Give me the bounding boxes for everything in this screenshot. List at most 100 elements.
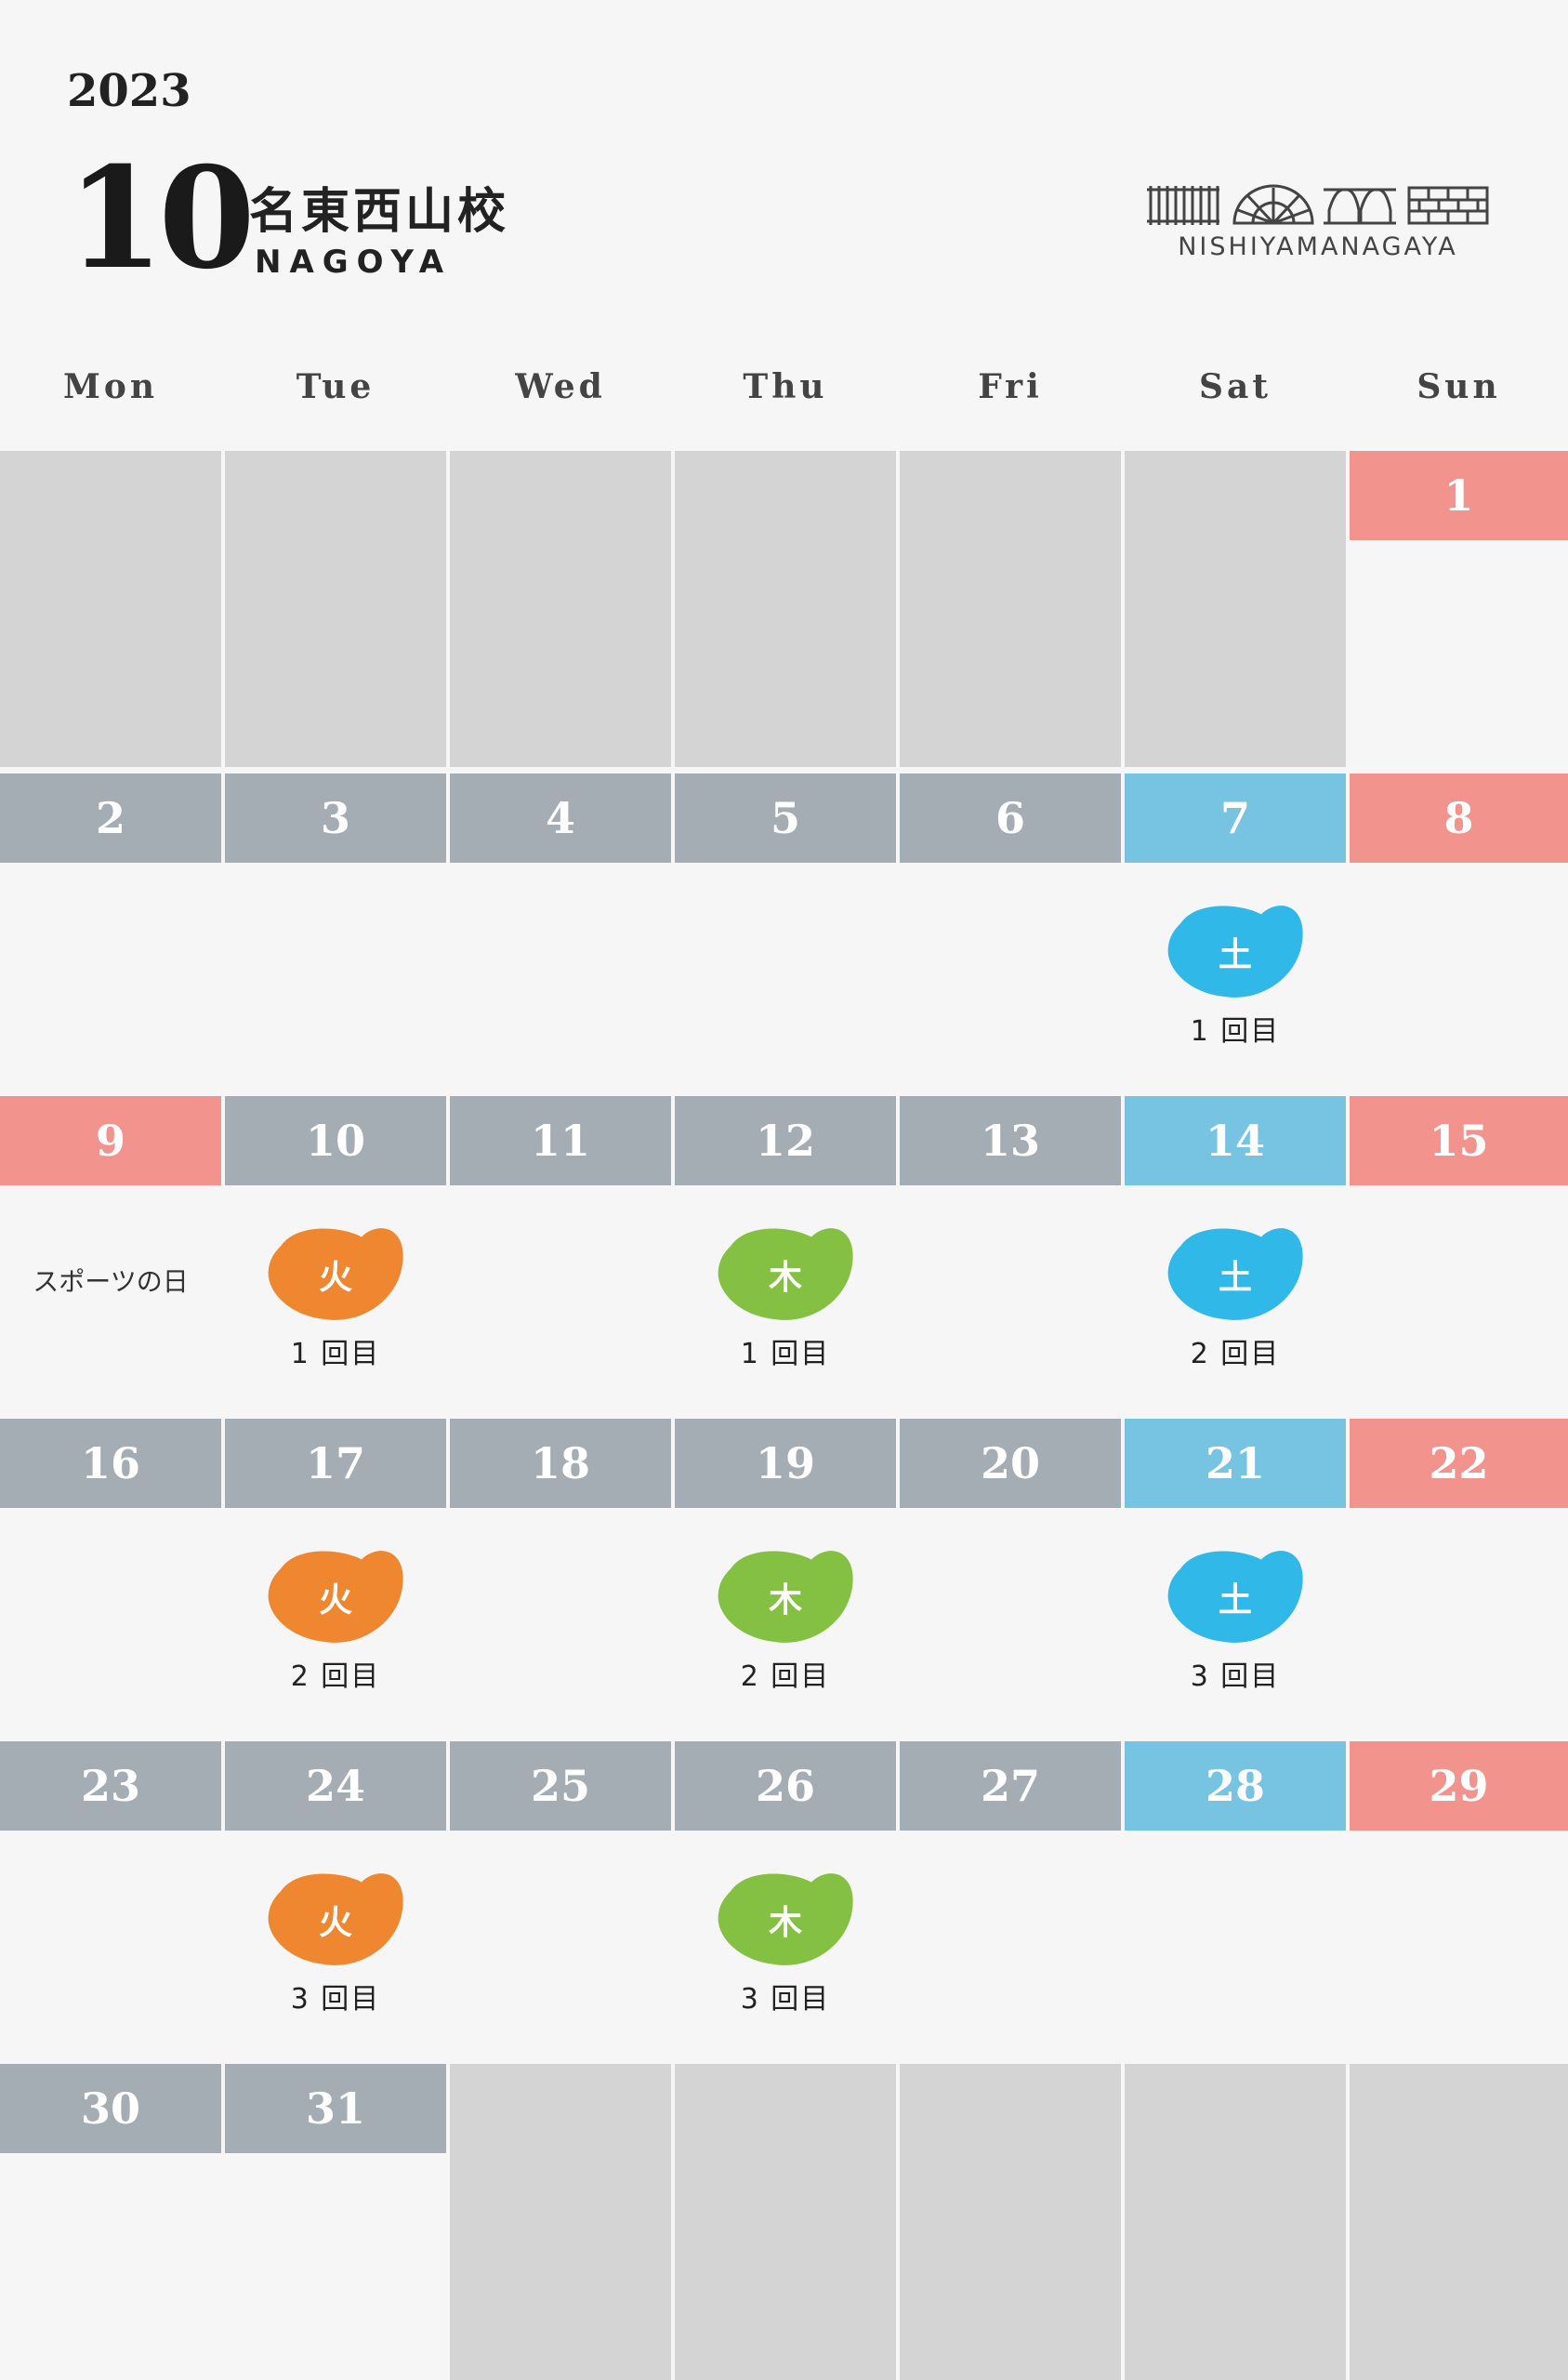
bean-shape-icon: [718, 1551, 853, 1643]
day-cell: 30: [0, 2064, 221, 2380]
class-badge: 土: [1161, 1540, 1310, 1651]
dow-sun: Sun: [1416, 367, 1501, 406]
day-number: 16: [0, 1419, 221, 1508]
day-cell: 23: [0, 1741, 221, 2057]
empty-day-cell: [1125, 451, 1346, 767]
session-count: 2 回目: [290, 1660, 381, 1693]
day-cell: 3: [225, 774, 446, 1090]
dow-sat: Sat: [1199, 367, 1272, 406]
empty-day-cell: [900, 451, 1121, 767]
year-label: 2023: [67, 65, 191, 117]
class-badge: 土: [1161, 1217, 1310, 1329]
class-day-label: 木: [768, 1259, 802, 1297]
dow-thu: Thu: [743, 367, 828, 406]
day-cell: 22: [1350, 1419, 1568, 1735]
bean-shape-icon: [268, 1551, 403, 1643]
session-count: 3 回目: [740, 1983, 831, 2016]
day-cell: 7 土 1 回目: [1125, 774, 1346, 1090]
day-cell: 28: [1125, 1741, 1346, 2057]
day-cell: 10 火 1 回目: [225, 1096, 446, 1412]
day-number: 1: [1350, 451, 1568, 540]
day-cell: 11: [450, 1096, 671, 1412]
day-cell: 14 土 2 回目: [1125, 1096, 1346, 1412]
class-day-label: 土: [1218, 1581, 1252, 1620]
day-cell: 31: [225, 2064, 446, 2380]
day-cell: 2: [0, 774, 221, 1090]
logo-text: NISHIYAMANAGAYA: [1178, 232, 1458, 261]
class-day-label: 火: [318, 1259, 352, 1297]
day-number: 26: [675, 1741, 896, 1831]
day-number: 4: [450, 774, 671, 863]
day-number: 7: [1125, 774, 1346, 863]
day-cell: 16: [0, 1419, 221, 1735]
session-count: 1 回目: [290, 1338, 381, 1370]
day-number: 12: [675, 1096, 896, 1185]
class-day-label: 火: [318, 1581, 352, 1620]
day-number: 3: [225, 774, 446, 863]
empty-day-cell: [1350, 2064, 1568, 2380]
dow-mon: Mon: [62, 367, 159, 406]
day-cell: 13: [900, 1096, 1121, 1412]
day-number: 24: [225, 1741, 446, 1831]
holiday-name: スポーツの日: [33, 1266, 189, 1297]
day-number: 17: [225, 1419, 446, 1508]
day-number: 2: [0, 774, 221, 863]
day-number: 25: [450, 1741, 671, 1831]
class-badge: 木: [711, 1217, 860, 1329]
day-cell: 1: [1350, 451, 1568, 767]
month-number: 10: [67, 137, 256, 300]
day-number: 19: [675, 1419, 896, 1508]
empty-day-cell: [450, 2064, 671, 2380]
class-badge: 火: [261, 1217, 410, 1329]
day-number: 30: [0, 2064, 221, 2153]
session-count: 2 回目: [740, 1660, 831, 1693]
bean-shape-icon: [1167, 1228, 1303, 1320]
empty-day-cell: [900, 2064, 1121, 2380]
day-cell: 25: [450, 1741, 671, 2057]
day-cell: 9 スポーツの日: [0, 1096, 221, 1412]
class-badge: 火: [261, 1862, 410, 1974]
day-cell: 18: [450, 1419, 671, 1735]
day-number: 27: [900, 1741, 1121, 1831]
bean-shape-icon: [718, 1873, 853, 1965]
session-count: 3 回目: [290, 1983, 381, 2016]
class-day-label: 木: [768, 1581, 802, 1620]
day-number: 23: [0, 1741, 221, 1831]
day-number: 11: [450, 1096, 671, 1185]
empty-day-cell: [675, 2064, 896, 2380]
weekday-header-row: Mon Tue Wed Thu Fri Sat Sun: [0, 367, 1568, 423]
day-number: 6: [900, 774, 1121, 863]
calendar-header: 2023 10 名東西山校 NAGOYA: [0, 0, 1568, 446]
school-location: NAGOYA: [255, 244, 453, 281]
empty-day-cell: [0, 451, 221, 767]
empty-day-cell: [675, 451, 896, 767]
day-cell: 5: [675, 774, 896, 1090]
class-day-label: 木: [768, 1904, 802, 1942]
class-badge: 土: [1161, 894, 1310, 1006]
day-cell: 12 木 1 回目: [675, 1096, 896, 1412]
school-name: 名東西山校: [249, 184, 510, 240]
class-badge: 火: [261, 1540, 410, 1651]
day-cell: 17 火 2 回目: [225, 1419, 446, 1735]
day-number: 20: [900, 1419, 1121, 1508]
session-count: 1 回目: [740, 1338, 831, 1370]
session-count: 3 回目: [1190, 1660, 1281, 1693]
bean-shape-icon: [268, 1228, 403, 1320]
bean-shape-icon: [1167, 906, 1303, 998]
day-cell: 29: [1350, 1741, 1568, 2057]
class-badge: 木: [711, 1540, 860, 1651]
day-cell: 26 木 3 回目: [675, 1741, 896, 2057]
day-cell: 6: [900, 774, 1121, 1090]
class-day-label: 土: [1218, 1259, 1252, 1297]
day-cell: 24 火 3 回目: [225, 1741, 446, 2057]
day-cell: 8: [1350, 774, 1568, 1090]
day-cell: 20: [900, 1419, 1121, 1735]
nishiyama-logo-icon: [1147, 184, 1489, 225]
bean-shape-icon: [718, 1228, 853, 1320]
day-number: 15: [1350, 1096, 1568, 1185]
dow-fri: Fri: [978, 367, 1043, 406]
class-day-label: 火: [318, 1904, 352, 1942]
bean-shape-icon: [268, 1873, 403, 1965]
day-number: 29: [1350, 1741, 1568, 1831]
day-number: 13: [900, 1096, 1121, 1185]
